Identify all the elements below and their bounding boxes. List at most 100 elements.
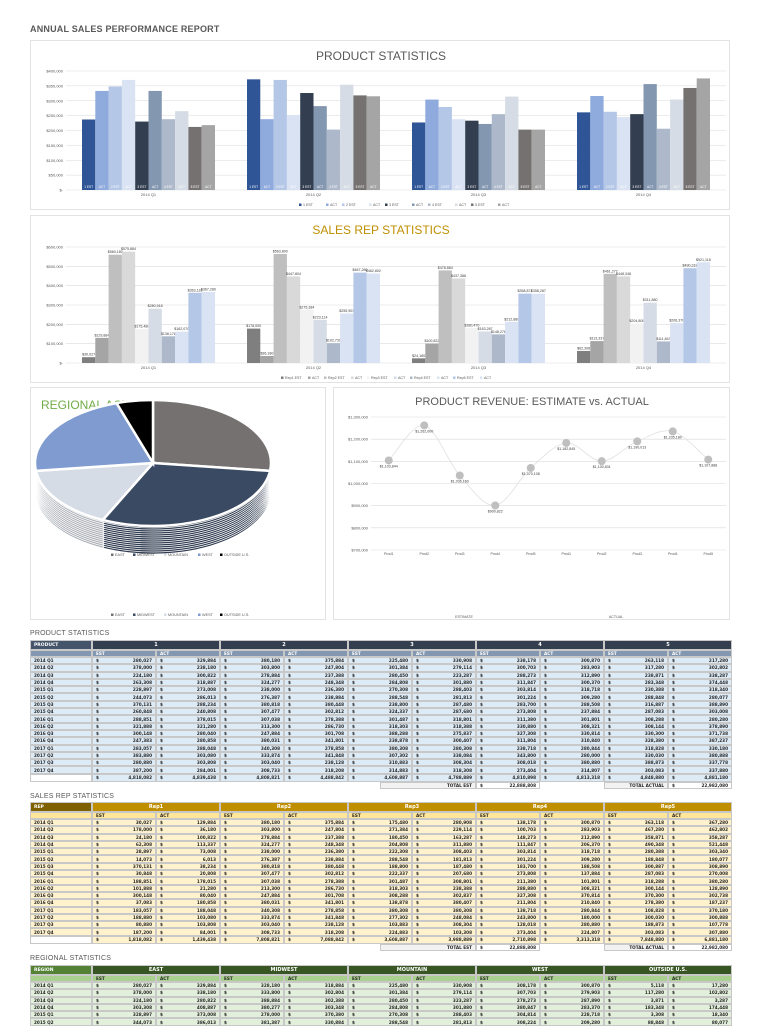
totals-label-blank bbox=[30, 773, 92, 782]
cell-value: 380,308 bbox=[388, 745, 408, 751]
cell-value: 344,073 bbox=[132, 1019, 152, 1025]
value-cell: $288,548 bbox=[348, 1018, 412, 1026]
row-label: 2014 Q1 bbox=[30, 657, 92, 665]
cell-value: 337,880 bbox=[708, 767, 728, 773]
cell-value: 300,030 bbox=[644, 915, 664, 920]
cell-value: 188,873 bbox=[644, 922, 664, 928]
cell-value: 101,801 bbox=[580, 878, 600, 884]
currency-symbol: $ bbox=[672, 716, 675, 722]
value-cell: $370,180 bbox=[668, 906, 732, 914]
bar bbox=[531, 293, 545, 363]
spacer bbox=[30, 782, 380, 789]
bar-label: 3 EST bbox=[632, 185, 641, 189]
currency-symbol: $ bbox=[352, 665, 355, 671]
value-cell: $238,128 bbox=[284, 921, 348, 929]
legend-label: Rep1 EST bbox=[285, 376, 302, 380]
total-cell: $3,988,889 bbox=[412, 935, 476, 944]
currency-symbol: $ bbox=[160, 871, 163, 877]
product-chart-svg: PRODUCT STATISTICS$400,000$350,000$300,0… bbox=[46, 49, 726, 207]
cell-value: 223,287 bbox=[452, 672, 472, 678]
bar-label: 2 EST bbox=[111, 185, 120, 189]
legend-label: ACT bbox=[398, 376, 406, 380]
cell-value: 381,387 bbox=[260, 1019, 280, 1025]
legend-label: ACT bbox=[355, 376, 363, 380]
cell-value: 213,300 bbox=[260, 885, 280, 891]
table-row: 2017 Q1 $183,057 $188,048 $340,308 $278,858 $… bbox=[30, 906, 732, 914]
value-cell: $288,403 bbox=[412, 1011, 476, 1019]
bar bbox=[95, 337, 109, 363]
value-cell: $284,808 bbox=[348, 678, 412, 687]
currency-symbol: $ bbox=[416, 929, 419, 935]
cell-value: 287,480 bbox=[452, 701, 472, 707]
bar-label: 1 EST bbox=[579, 185, 588, 189]
cell-value: 314,883 bbox=[388, 767, 408, 773]
currency-symbol: $ bbox=[480, 885, 483, 891]
label-header: REP bbox=[30, 802, 92, 812]
total-cell: $4,788,889 bbox=[412, 773, 476, 782]
value-cell: $307,038 bbox=[220, 715, 284, 723]
bar bbox=[340, 84, 354, 190]
cell-value: 303,083 bbox=[644, 767, 664, 773]
value-cell: $238,871 bbox=[604, 671, 668, 679]
bar bbox=[670, 99, 684, 190]
cell-value: 307,880 bbox=[708, 929, 728, 935]
value-cell: $343,800 bbox=[476, 751, 540, 760]
bar-label: ACT bbox=[99, 185, 105, 189]
value-cell: $300,703 bbox=[476, 664, 540, 672]
value-cell: $247,804 bbox=[284, 826, 348, 834]
legend-label: ACT bbox=[330, 203, 338, 207]
table-row: 2015 Q2 $14,073 $6,013 $276,387 $238,884 $288… bbox=[30, 855, 732, 863]
legend-label: 3 EST bbox=[389, 203, 400, 207]
table-row: 2015 Q4 $260,848 $240,808 $307,477 $302,812 $… bbox=[30, 708, 732, 716]
total-cell: $7,848,880 bbox=[604, 935, 668, 944]
currency-symbol: $ bbox=[352, 834, 355, 840]
cell-value: 309,280 bbox=[580, 856, 600, 862]
value-cell: $280,280 bbox=[668, 715, 732, 723]
value-cell: $62,308 bbox=[92, 840, 156, 849]
bar bbox=[451, 119, 466, 190]
value-cell: $358,871 bbox=[604, 833, 668, 841]
cell-value: 387,200 bbox=[132, 767, 152, 773]
data-point bbox=[420, 421, 429, 430]
data-label: $1,262,000 bbox=[415, 429, 433, 433]
y-tick-label: $700,000 bbox=[351, 548, 368, 553]
bar bbox=[465, 328, 479, 363]
value-cell: $286,730 bbox=[284, 884, 348, 892]
value-cell: $300,822 bbox=[156, 671, 220, 679]
data-label: $255,903 bbox=[339, 309, 354, 313]
cell-value: 280,844 bbox=[580, 907, 600, 913]
value-cell: $187,200 bbox=[92, 928, 156, 936]
value-cell: $367,280 bbox=[668, 819, 732, 827]
currency-symbol: $ bbox=[224, 760, 227, 766]
value-cell: $247,804 bbox=[284, 664, 348, 672]
subheader-act: ACT bbox=[156, 812, 220, 819]
cell-value: 375,884 bbox=[324, 820, 344, 826]
cell-value: 330,180 bbox=[708, 745, 728, 751]
value-cell: $21,280 bbox=[156, 884, 220, 892]
table-row: 2016 Q3 $300,148 $280,040 $247,884 $301,708 $… bbox=[30, 729, 732, 738]
currency-symbol: $ bbox=[160, 701, 163, 707]
cell-value: 301,880 bbox=[452, 1005, 472, 1011]
subheader-est: EST bbox=[220, 812, 284, 819]
row-label: 2015 Q3 bbox=[30, 862, 92, 871]
cell-value: 310,840 bbox=[580, 738, 600, 744]
currency-symbol: $ bbox=[160, 990, 163, 996]
value-cell: $14,073 bbox=[92, 855, 156, 863]
legend-swatch bbox=[385, 203, 388, 206]
row-label: 2017 Q3 bbox=[30, 921, 92, 929]
cell-value: 270,008 bbox=[708, 871, 728, 877]
currency-symbol: $ bbox=[608, 915, 611, 920]
bar-label: 3 EST bbox=[137, 185, 146, 189]
currency-symbol: $ bbox=[480, 680, 483, 686]
cell-value: 301,708 bbox=[324, 893, 344, 899]
cell-value: 329,884 bbox=[196, 983, 216, 989]
currency-symbol: $ bbox=[288, 997, 291, 1003]
cell-value: 380,031 bbox=[260, 900, 280, 906]
cell-value: 281,813 bbox=[452, 1019, 472, 1025]
currency-symbol: $ bbox=[480, 1005, 483, 1011]
bar bbox=[438, 106, 452, 190]
value-cell: $301,880 bbox=[412, 1003, 476, 1012]
value-cell: $283,057 bbox=[92, 744, 156, 752]
value-cell: $244,073 bbox=[92, 693, 156, 701]
currency-symbol: $ bbox=[160, 1012, 163, 1018]
